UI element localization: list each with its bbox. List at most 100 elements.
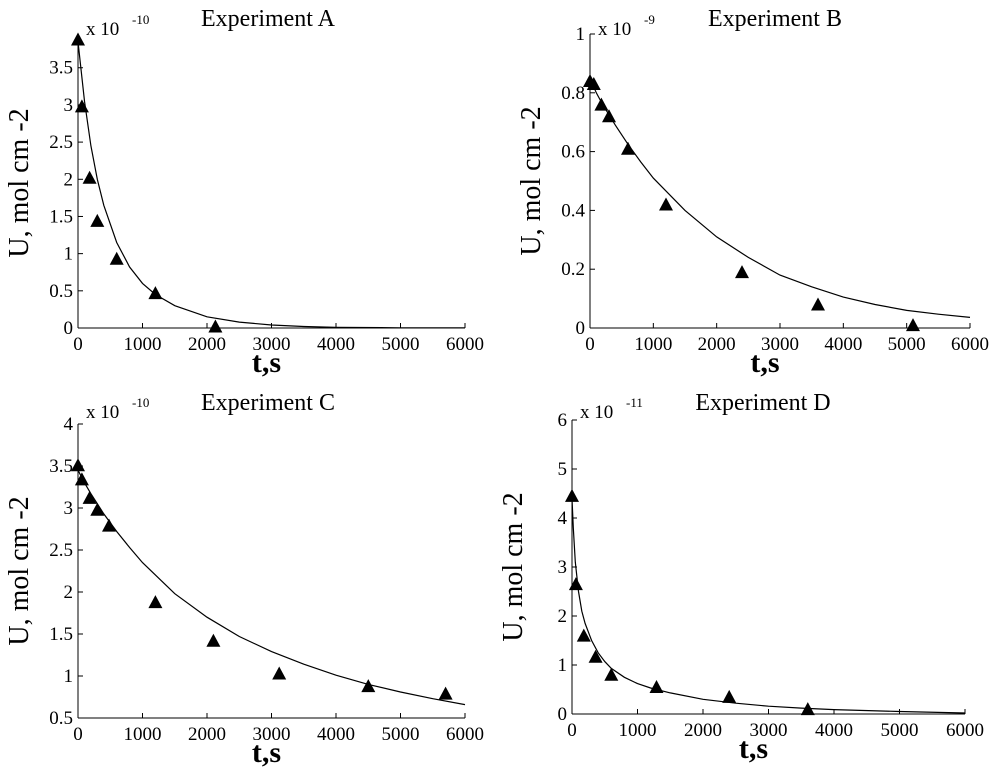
- y-tick-label: 0.5: [49, 281, 73, 302]
- x-tick-label: 6000: [946, 720, 984, 741]
- data-point: [74, 99, 89, 113]
- data-point: [438, 686, 453, 700]
- y-tick-label: 4: [558, 508, 568, 529]
- chart-title: Experiment C: [201, 390, 335, 416]
- fit-curve: [77, 41, 466, 329]
- data-point: [906, 318, 920, 332]
- y-tick-label: 0.6: [561, 142, 585, 163]
- axis-multiplier: x 10: [580, 402, 613, 423]
- x-tick-label: 5000: [888, 334, 926, 355]
- x-tick-label: 0: [585, 334, 595, 355]
- y-tick-label: 0: [558, 704, 568, 725]
- axis-multiplier-exponent: -10: [132, 395, 149, 410]
- x-tick-label: 4000: [824, 334, 862, 355]
- x-tick-label: 0: [73, 724, 83, 745]
- data-point: [604, 667, 619, 681]
- x-tick-label: 6000: [446, 334, 484, 355]
- y-tick-label: 0: [64, 318, 74, 339]
- x-tick-label: 0: [73, 334, 83, 355]
- data-point: [148, 595, 163, 609]
- x-tick-label: 5000: [382, 334, 420, 355]
- y-tick-label: 4: [64, 414, 74, 435]
- x-tick-label: 0: [567, 720, 577, 741]
- x-tick-label: 3000: [761, 334, 799, 355]
- data-point: [208, 319, 223, 333]
- axis-multiplier: x 10: [86, 402, 119, 423]
- chart-title: Experiment A: [201, 6, 336, 32]
- data-point: [649, 680, 664, 693]
- x-tick-label: 4000: [317, 724, 355, 745]
- x-tick-label: 2000: [188, 334, 226, 355]
- x-tick-label: 1000: [124, 724, 162, 745]
- y-tick-label: 1: [64, 244, 74, 265]
- x-tick-label: 1000: [619, 720, 657, 741]
- y-tick-label: 2: [64, 169, 74, 190]
- chart-title: Experiment B: [708, 6, 842, 32]
- y-tick-label: 1: [558, 655, 568, 676]
- x-axis-label: t,s: [252, 736, 281, 769]
- data-point: [102, 518, 116, 532]
- y-tick-label: 1.5: [49, 624, 73, 645]
- y-tick-label: 2.5: [49, 540, 73, 561]
- axis-multiplier-exponent: -9: [644, 12, 655, 27]
- x-tick-label: 6000: [951, 334, 989, 355]
- data-point: [565, 488, 579, 502]
- y-tick-label: 3.5: [49, 58, 73, 79]
- y-tick-label: 2: [64, 582, 74, 603]
- chart-title: Experiment D: [695, 390, 830, 416]
- y-tick-label: 1: [576, 24, 586, 45]
- x-axis-label: t,s: [739, 732, 768, 765]
- x-tick-label: 3000: [253, 724, 291, 745]
- y-tick-label: 0: [576, 318, 586, 339]
- data-point: [735, 265, 749, 279]
- data-point: [109, 251, 124, 265]
- data-point: [206, 633, 221, 647]
- data-point: [361, 679, 376, 693]
- y-tick-label: 3.5: [49, 456, 73, 477]
- data-point: [621, 141, 635, 155]
- y-axis-label: U, mol cm -2: [516, 106, 547, 255]
- x-tick-label: 1000: [634, 334, 672, 355]
- axis-multiplier-exponent: -10: [132, 12, 149, 27]
- data-point: [568, 577, 583, 591]
- data-point: [588, 649, 603, 663]
- x-tick-label: 1000: [124, 334, 162, 355]
- data-point: [90, 502, 105, 516]
- data-point: [272, 666, 287, 680]
- x-tick-label: 5000: [382, 724, 420, 745]
- y-axis-label: U, mol cm -2: [498, 492, 529, 641]
- data-point: [576, 628, 591, 642]
- y-tick-label: 1.5: [49, 206, 73, 227]
- x-tick-label: 4000: [317, 334, 355, 355]
- y-tick-label: 2.5: [49, 132, 73, 153]
- chart-panel-1: 0 1000 2000 3000 4000 5000 6000 0 0.5 1 1.5 2 2.5 3 3.…: [4, 6, 484, 379]
- data-point: [71, 32, 85, 46]
- x-axis-label: t,s: [750, 346, 779, 379]
- chart-panel-2: 0 1000 2000 3000 4000 5000 6000 0 0.2 0.4 0.6 0.8 1 E…: [516, 6, 989, 379]
- x-tick-label: 4000: [815, 720, 853, 741]
- data-point: [659, 197, 673, 211]
- fit-curve: [571, 498, 966, 714]
- y-axis-label: U, mol cm -2: [4, 496, 35, 645]
- y-tick-label: 2: [558, 606, 568, 627]
- y-tick-label: 0.4: [561, 200, 585, 221]
- y-tick-label: 3: [64, 95, 74, 116]
- x-tick-label: 2000: [684, 720, 722, 741]
- data-point: [74, 472, 89, 486]
- data-point: [800, 702, 815, 716]
- data-point: [594, 97, 609, 111]
- data-point: [90, 213, 105, 227]
- y-tick-label: 1: [64, 666, 74, 687]
- y-tick-label: 6: [558, 410, 568, 431]
- fit-curve: [77, 469, 466, 706]
- y-tick-label: 3: [558, 557, 568, 578]
- x-tick-label: 2000: [188, 724, 226, 745]
- data-point: [602, 109, 616, 123]
- axis-multiplier-exponent: -11: [626, 395, 643, 410]
- y-tick-label: 3: [64, 498, 74, 519]
- data-point: [811, 297, 825, 311]
- axis-multiplier: x 10: [598, 19, 631, 40]
- chart-panel-4: 0 1000 2000 3000 4000 5000 6000 0 1 2 3 4 5 6 Experime…: [498, 390, 984, 765]
- y-tick-label: 0.2: [561, 259, 585, 280]
